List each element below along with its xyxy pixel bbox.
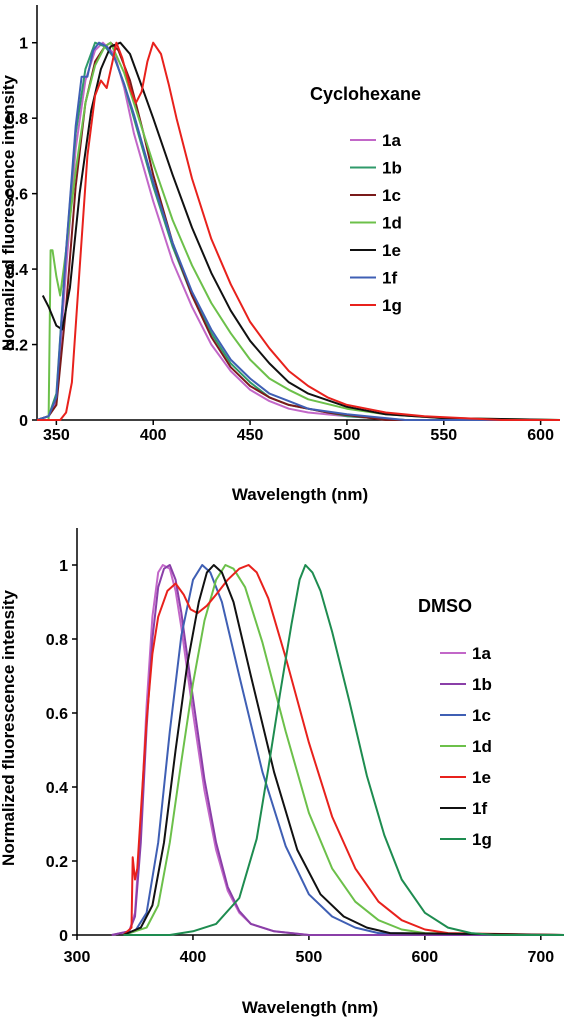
x-tick-label: 300 [64, 949, 91, 966]
legend-label-1c: 1c [472, 706, 491, 725]
series-line-1b [36, 41, 560, 421]
y-tick-label: 0.8 [46, 632, 68, 649]
series-lines [111, 564, 565, 936]
dmso-chart: 0 0.2 0.4 0.6 0.8 1 300 400 500 600 700 Normalize… [0, 528, 565, 1017]
x-tick-label: 350 [43, 427, 70, 444]
legend-label-1d: 1d [472, 737, 492, 756]
legend: 1a 1b 1c 1d 1e 1f 1g [350, 131, 402, 315]
series-line-1f [123, 564, 565, 936]
x-tick-label: 500 [334, 427, 361, 444]
legend-label-1b: 1b [382, 159, 402, 178]
series-line-1c [123, 564, 565, 936]
legend-label-1a: 1a [472, 644, 491, 663]
legend-solvent-title: Cyclohexane [310, 84, 421, 104]
series-line-1d [37, 41, 561, 421]
series-line-1g [37, 41, 560, 421]
series-line-1g [123, 564, 564, 936]
y-tick-label: 0.4 [6, 262, 28, 279]
legend-label-1f: 1f [382, 269, 397, 288]
series-lines [36, 41, 561, 421]
x-ticks: 350 400 450 500 550 600 [43, 420, 554, 444]
x-tick-label: 600 [412, 949, 439, 966]
y-tick-label: 1 [19, 36, 28, 53]
y-ticks: 0 0.2 0.4 0.6 0.8 1 [6, 36, 37, 430]
y-tick-label: 0.4 [46, 780, 68, 797]
series-line-1e [41, 41, 561, 421]
legend-label-1a: 1a [382, 131, 401, 150]
x-tick-label: 450 [237, 427, 264, 444]
legend: 1a 1b 1c 1d 1e 1f 1g [440, 644, 492, 849]
x-axis-title: Wavelength (nm) [232, 485, 368, 504]
x-ticks: 300 400 500 600 700 [64, 935, 554, 966]
series-line-1d [123, 564, 565, 936]
y-tick-label: 0 [19, 413, 28, 430]
series-line-1a [36, 41, 560, 421]
series-line-1f [36, 41, 560, 421]
x-tick-label: 400 [140, 427, 167, 444]
x-tick-label: 500 [296, 949, 323, 966]
y-tick-label: 0.6 [46, 706, 68, 723]
legend-label-1e: 1e [472, 768, 491, 787]
series-line-1e [122, 564, 565, 936]
legend-label-1b: 1b [472, 675, 492, 694]
y-axis-title: Normalized fluorescence intensity [0, 75, 18, 351]
cyclohexane-chart: 0 0.2 0.4 0.6 0.8 1 350 400 450 500 550 600 Normal… [0, 5, 561, 504]
series-line-1a [111, 564, 564, 936]
x-tick-label: 550 [430, 427, 457, 444]
legend-label-1e: 1e [382, 241, 401, 260]
y-tick-label: 1 [59, 558, 68, 575]
legend-label-1f: 1f [472, 799, 487, 818]
x-axis-title: Wavelength (nm) [242, 998, 378, 1017]
legend-label-1g: 1g [382, 296, 402, 315]
x-tick-label: 400 [180, 949, 207, 966]
y-tick-label: 0.2 [46, 854, 68, 871]
legend-solvent-title: DMSO [418, 596, 472, 616]
y-tick-label: 0.6 [6, 187, 28, 204]
legend-label-1d: 1d [382, 214, 402, 233]
x-tick-label: 600 [527, 427, 554, 444]
y-ticks: 0 0.2 0.4 0.6 0.8 1 [46, 558, 77, 945]
y-tick-label: 0.8 [6, 111, 28, 128]
legend-label-1c: 1c [382, 186, 401, 205]
x-tick-label: 700 [527, 949, 554, 966]
series-line-1c [36, 41, 560, 421]
y-tick-label: 0.2 [6, 338, 28, 355]
legend-label-1g: 1g [472, 830, 492, 849]
y-tick-label: 0 [59, 928, 68, 945]
series-line-1b [111, 564, 564, 936]
y-axis-title: Normalized fluorescence intensity [0, 590, 18, 866]
